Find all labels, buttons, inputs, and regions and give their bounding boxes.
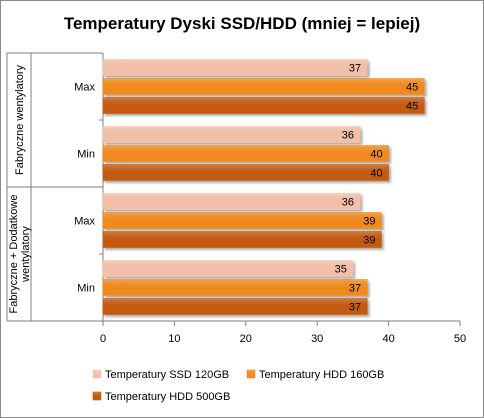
- bar-value-label: 37: [349, 302, 361, 314]
- x-tick-label: 20: [240, 333, 252, 345]
- x-tick-label: 0: [100, 333, 106, 345]
- x-tick-label: 30: [311, 333, 323, 345]
- bar: [102, 279, 368, 296]
- group-label: Fabryczne + Dodatkowe: [8, 195, 20, 314]
- group-label: Fabryczne wentylatory: [14, 64, 26, 175]
- category-label: Max: [74, 216, 95, 228]
- bar: [102, 212, 382, 229]
- legend-swatch: [92, 391, 102, 401]
- bar-value-label: 37: [349, 283, 361, 295]
- bar-value-label: 39: [363, 235, 375, 247]
- legend-label: Temperatury HDD 500GB: [105, 391, 230, 403]
- group-label: wentylatory: [20, 226, 32, 283]
- bar: [102, 231, 382, 248]
- bar: [102, 298, 368, 315]
- legend-label: Temperatury HDD 160GB: [259, 369, 384, 381]
- bar-value-label: 45: [406, 82, 418, 94]
- bar: [102, 193, 361, 210]
- legend-swatch: [246, 369, 256, 379]
- category-label: Min: [77, 149, 95, 161]
- bar-value-label: 37: [349, 63, 361, 75]
- category-label: Max: [74, 82, 95, 94]
- bar: [102, 97, 425, 114]
- bar-value-label: 36: [342, 197, 354, 209]
- category-label: Min: [77, 283, 95, 295]
- bar: [102, 126, 361, 143]
- bar-value-label: 39: [363, 216, 375, 228]
- chart-title: Temperatury Dyski SSD/HDD (mniej = lepie…: [64, 14, 420, 33]
- bar: [102, 164, 389, 181]
- x-tick-label: 40: [382, 333, 394, 345]
- bar: [102, 145, 389, 162]
- bar-value-label: 36: [342, 130, 354, 142]
- legend-swatch: [92, 369, 102, 379]
- bar: [102, 260, 354, 277]
- legend-label: Temperatury SSD 120GB: [105, 369, 229, 381]
- x-tick-label: 10: [168, 333, 180, 345]
- bar: [102, 78, 425, 95]
- bar-value-label: 40: [370, 168, 382, 180]
- bar-value-label: 45: [406, 101, 418, 113]
- bar-value-label: 35: [335, 264, 347, 276]
- bar: [102, 59, 368, 76]
- x-tick-label: 50: [454, 333, 466, 345]
- bar-value-label: 40: [370, 149, 382, 161]
